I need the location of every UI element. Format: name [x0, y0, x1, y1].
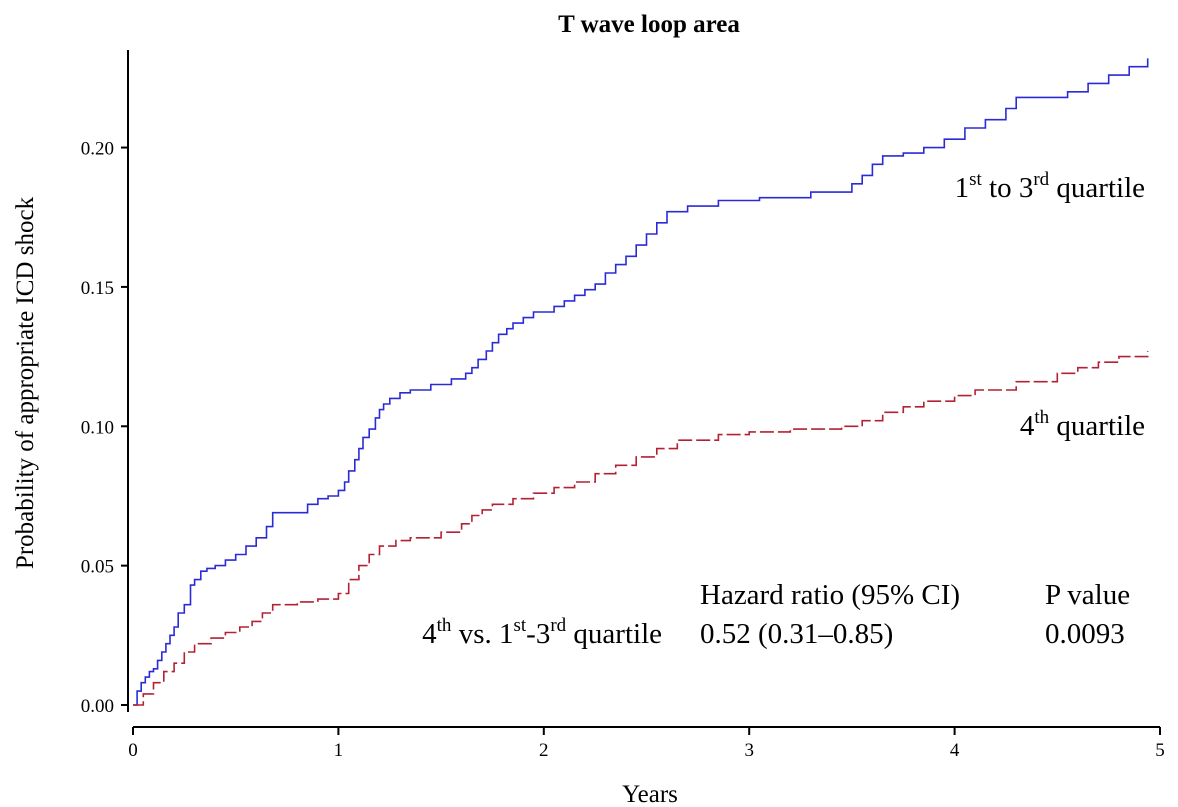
x-tick-label: 1 [334, 740, 344, 761]
series-quartile-4-line [133, 351, 1149, 706]
y-tick-label: 0.05 [81, 557, 114, 578]
y-tick-label: 0.15 [81, 278, 114, 299]
hazard-ratio-header: Hazard ratio (95% CI) [700, 579, 960, 611]
y-axis-label: Probability of appropriate ICD shock [12, 196, 39, 569]
p-value-header: P value [1045, 579, 1130, 611]
axes [127, 50, 1160, 728]
x-tick-label: 0 [128, 740, 138, 761]
series-quartiles-1-3-line [133, 58, 1149, 706]
x-tick-label: 3 [744, 740, 754, 761]
x-tick-label: 5 [1155, 740, 1165, 761]
x-axis-label: Years [622, 781, 678, 807]
curves [133, 58, 1149, 706]
y-tick-label: 0.20 [81, 139, 114, 160]
x-ticks: 0 1 2 3 4 5 [128, 727, 1165, 761]
p-value: 0.0093 [1045, 618, 1125, 650]
y-tick-label: 0.00 [81, 696, 114, 717]
upper-curve-label: 1st to 3rd quartile [955, 169, 1145, 204]
y-tick-label: 0.10 [81, 417, 114, 438]
lower-curve-label: 4th quartile [1020, 407, 1145, 442]
comparison-label: 4th vs. 1st-3rd quartile [422, 615, 662, 650]
x-tick-label: 4 [950, 740, 960, 761]
x-tick-label: 2 [539, 740, 549, 761]
y-ticks: 0.00 0.05 0.10 0.15 0.20 [81, 139, 128, 717]
hazard-ratio-value: 0.52 (0.31–0.85) [700, 618, 893, 650]
chart-title: T wave loop area [558, 11, 740, 38]
